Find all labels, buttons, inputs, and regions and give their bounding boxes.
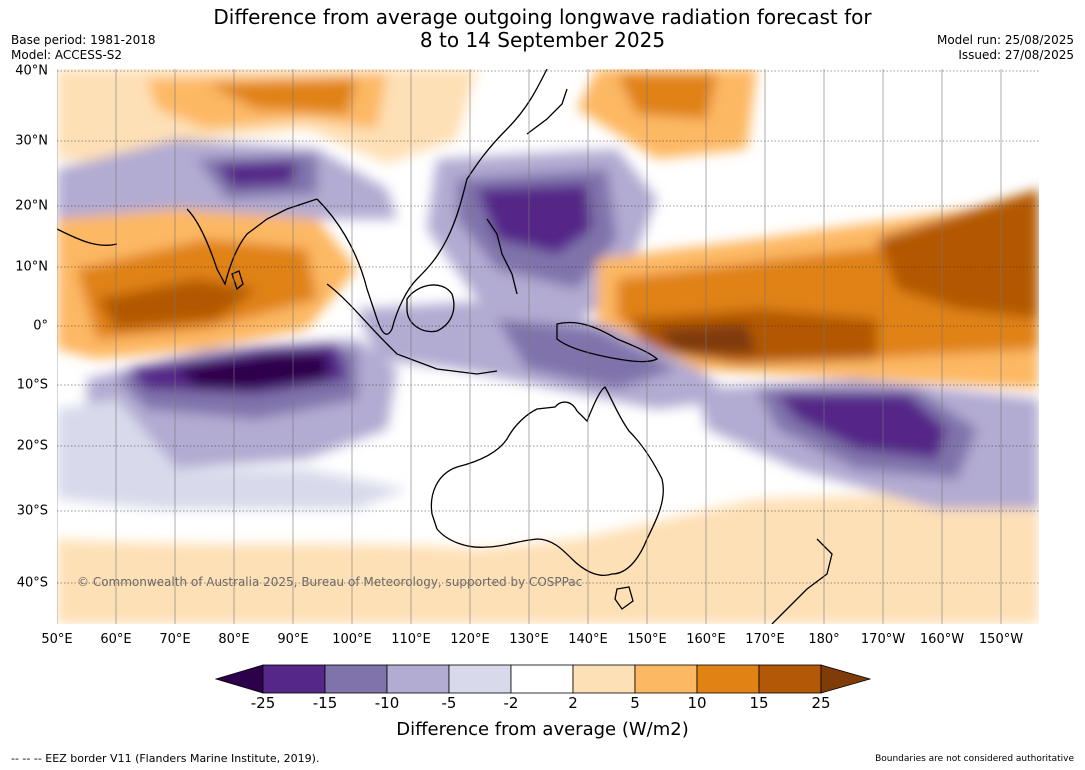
x-tick: 180° bbox=[808, 632, 840, 647]
colorbar-label: -15 bbox=[312, 694, 338, 712]
base-period: Base period: 1981-2018 bbox=[11, 33, 156, 47]
colorbar-label: 5 bbox=[630, 694, 640, 712]
colorbar-label: 2 bbox=[568, 694, 578, 712]
x-tick: 170°W bbox=[860, 632, 906, 647]
x-tick: 160°W bbox=[919, 632, 965, 647]
map-title-line2: 8 to 14 September 2025 bbox=[419, 28, 666, 52]
x-tick: 170°E bbox=[745, 632, 785, 647]
y-tick: 20°S bbox=[16, 438, 48, 454]
y-tick: 10°N bbox=[15, 259, 48, 275]
model-name: Model: ACCESS-S2 bbox=[11, 48, 123, 62]
x-tick: 80°E bbox=[218, 632, 250, 647]
boundary-disclaimer: Boundaries are not considered authoritat… bbox=[875, 754, 1074, 764]
x-tick: 100°E bbox=[332, 632, 372, 647]
colorbar-title: Difference from average (W/m2) bbox=[396, 719, 689, 740]
colorbar-label: 10 bbox=[687, 694, 707, 712]
map-title-line1: Difference from average outgoing longwav… bbox=[213, 5, 872, 29]
model-run: Model run: 25/08/2025 bbox=[936, 33, 1074, 47]
graticule bbox=[57, 70, 1039, 584]
colorbar bbox=[215, 664, 871, 694]
x-tick: 50°E bbox=[41, 632, 73, 647]
y-tick: 20°N bbox=[15, 198, 48, 214]
y-tick: 30°S bbox=[16, 503, 48, 519]
x-tick: 160°E bbox=[686, 632, 726, 647]
colorbar-min-extend bbox=[215, 664, 264, 694]
olr-anomaly-map bbox=[57, 69, 1039, 624]
x-tick: 110°E bbox=[391, 632, 431, 647]
anomaly-fields bbox=[57, 69, 1039, 624]
issued-date: Issued: 27/08/2025 bbox=[958, 48, 1074, 62]
y-tick: 40°N bbox=[15, 63, 48, 79]
colorbar-label: -2 bbox=[503, 694, 519, 712]
x-tick: 150°W bbox=[978, 632, 1024, 647]
x-tick: 70°E bbox=[159, 632, 191, 647]
x-tick: 90°E bbox=[277, 632, 309, 647]
x-tick: 130°E bbox=[509, 632, 549, 647]
meridians bbox=[57, 69, 1002, 624]
copyright-notice: © Commonwealth of Australia 2025, Bureau… bbox=[77, 575, 583, 589]
x-tick: 150°E bbox=[627, 632, 667, 647]
colorbar-label: 25 bbox=[811, 694, 831, 712]
colorbar-label: -5 bbox=[441, 694, 457, 712]
colorbar-label: -10 bbox=[374, 694, 400, 712]
x-tick: 60°E bbox=[100, 632, 132, 647]
x-tick: 140°E bbox=[568, 632, 608, 647]
colorbar-label: 15 bbox=[749, 694, 769, 712]
colorbar-max-extend bbox=[820, 664, 871, 694]
eez-note: -- -- -- EEZ border V11 (Flanders Marine… bbox=[11, 752, 320, 765]
y-tick: 40°S bbox=[16, 575, 48, 591]
colorbar-label: -25 bbox=[250, 694, 276, 712]
y-tick: 0° bbox=[33, 318, 48, 334]
y-tick: 30°N bbox=[15, 133, 48, 149]
y-tick: 10°S bbox=[16, 377, 48, 393]
x-tick: 120°E bbox=[450, 632, 490, 647]
